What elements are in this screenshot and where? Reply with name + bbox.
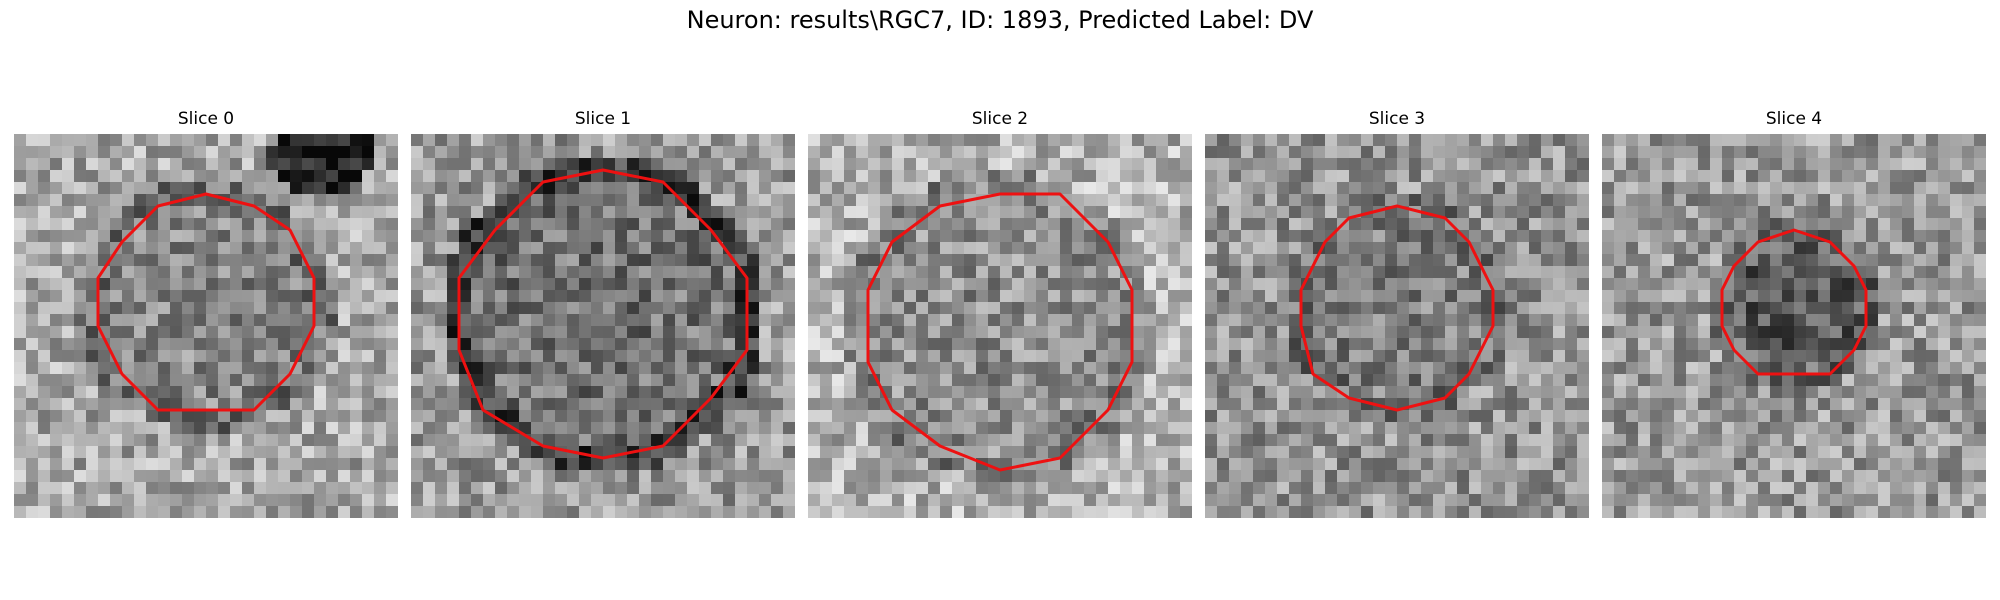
slice-3-title: Slice 3 bbox=[1368, 109, 1426, 129]
slice-4-image bbox=[1602, 134, 1986, 518]
slice-0-pixels bbox=[14, 134, 398, 518]
slice-0-title: Slice 0 bbox=[177, 109, 235, 129]
slice-2-pixels bbox=[808, 134, 1192, 518]
slice-4-pixels bbox=[1602, 134, 1986, 518]
slice-1-contour bbox=[457, 168, 749, 460]
slice-1-image bbox=[411, 134, 795, 518]
slice-1-pixels bbox=[411, 134, 795, 518]
slice-3-contour bbox=[1299, 204, 1495, 412]
slice-4-title: Slice 4 bbox=[1765, 109, 1823, 129]
slice-0-contour bbox=[96, 192, 316, 412]
slice-2-title: Slice 2 bbox=[971, 109, 1029, 129]
slice-2-contour bbox=[866, 192, 1134, 472]
slice-2-image bbox=[808, 134, 1192, 518]
slice-4-contour bbox=[1720, 228, 1868, 376]
figure-title: Neuron: results\RGC7, ID: 1893, Predicte… bbox=[686, 6, 1314, 34]
slice-3-image bbox=[1205, 134, 1589, 518]
slice-0-image bbox=[14, 134, 398, 518]
slice-1-title: Slice 1 bbox=[574, 109, 632, 129]
slice-3-pixels bbox=[1205, 134, 1589, 518]
